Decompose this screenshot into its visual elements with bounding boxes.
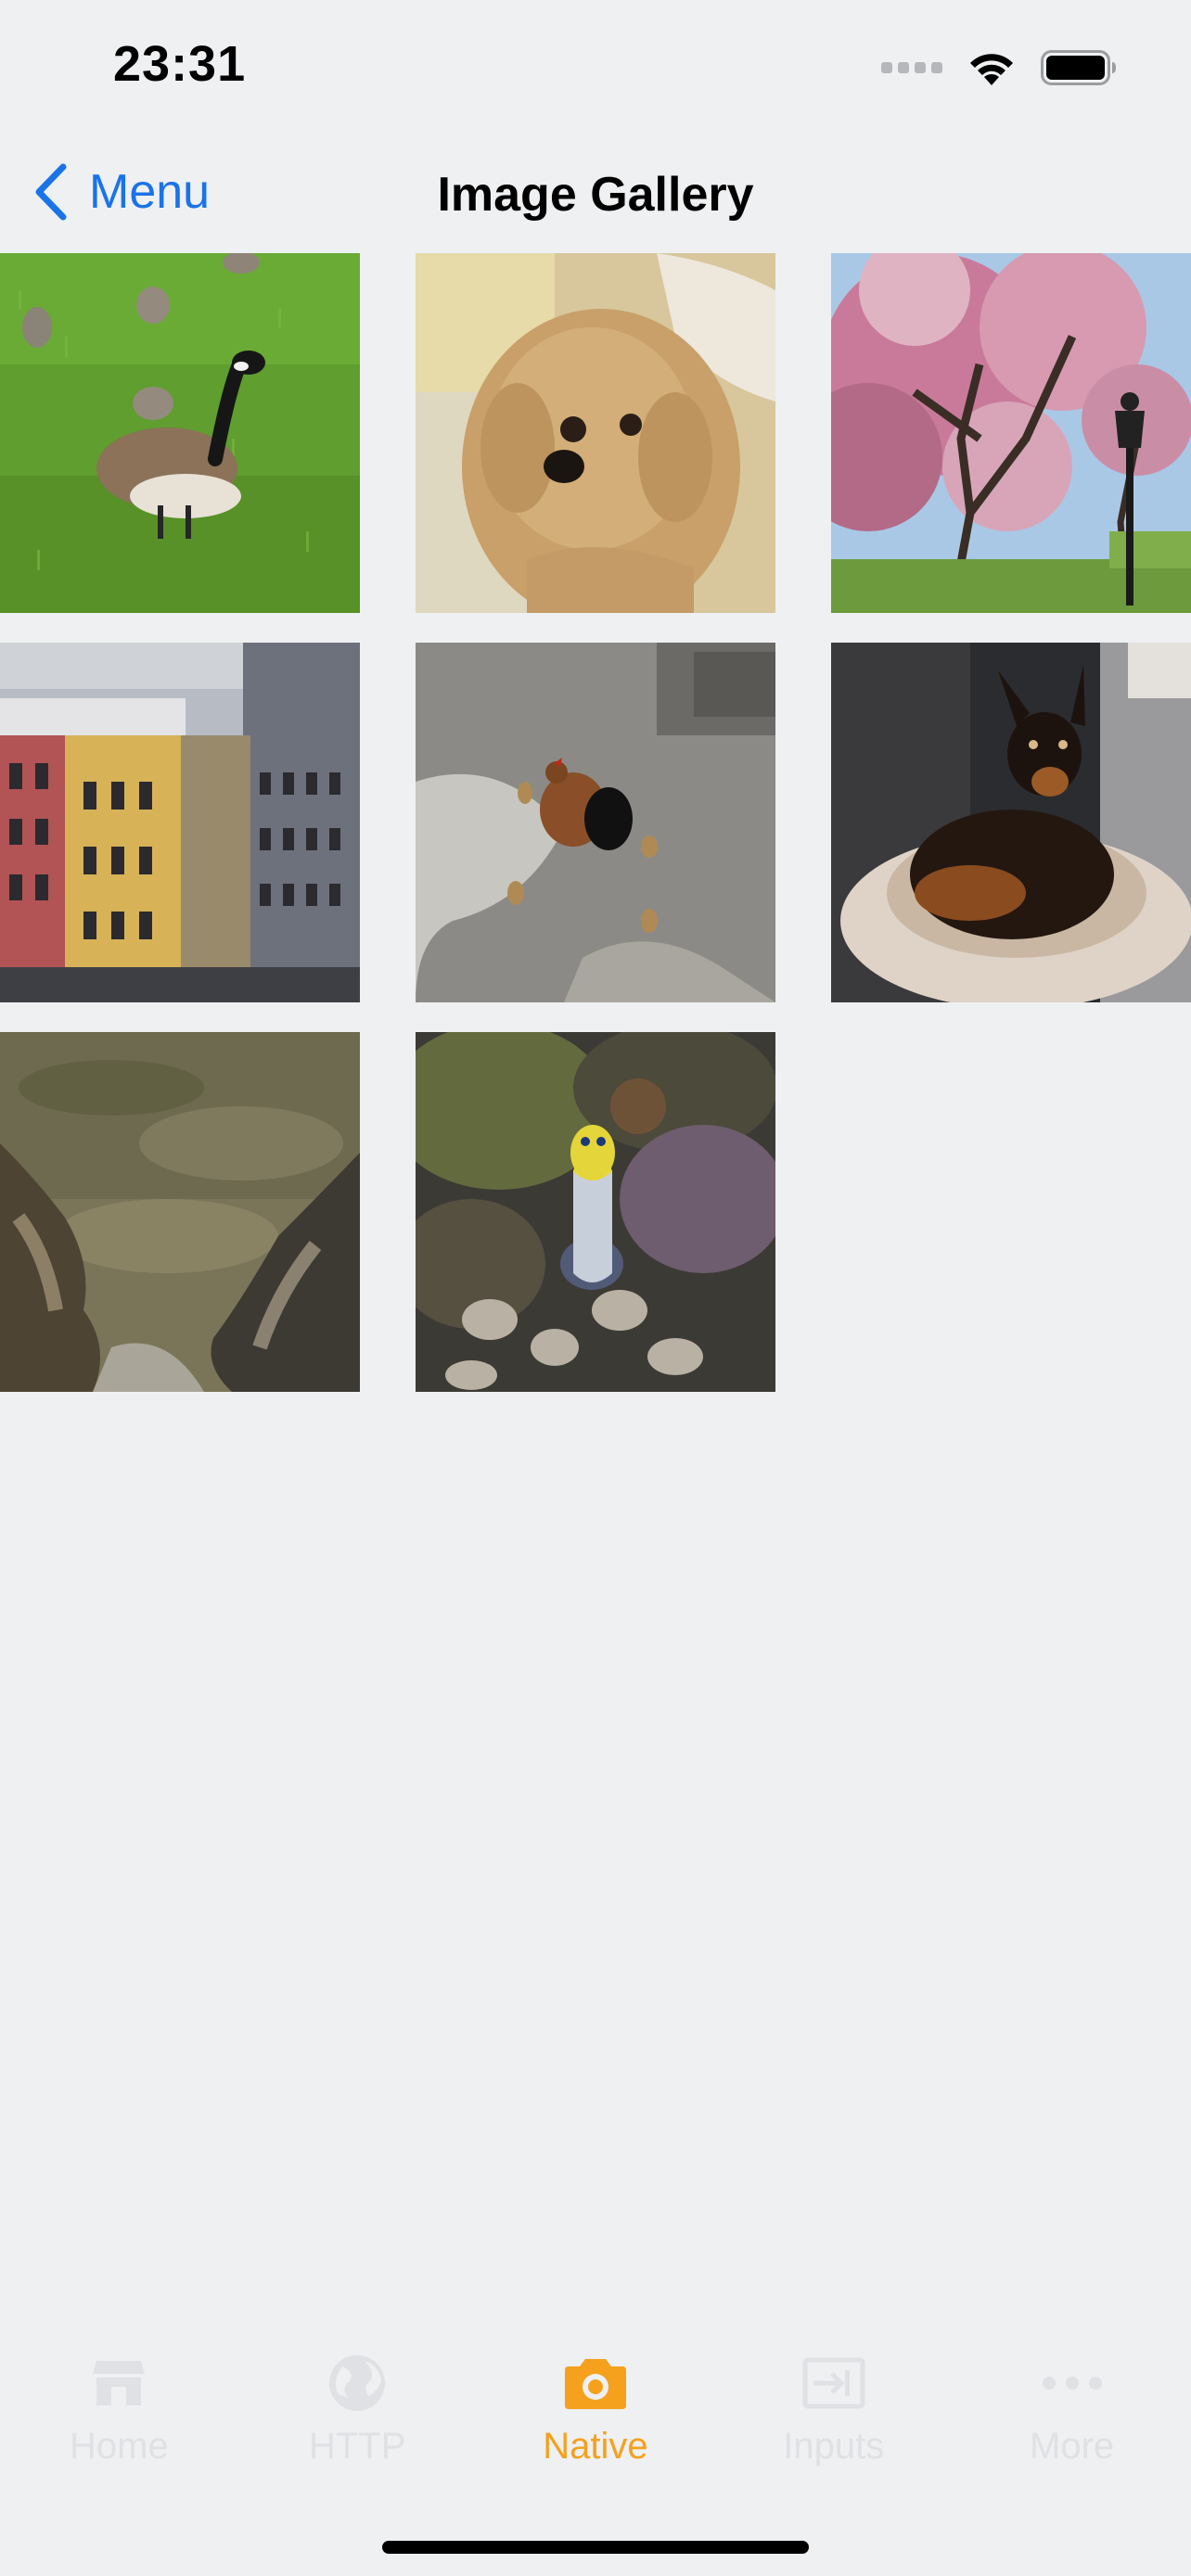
tab-bar: Home HTTP Native — [0, 2346, 1191, 2485]
globe-icon — [320, 2346, 394, 2420]
gallery-image-yellow-fish[interactable] — [416, 1032, 775, 1392]
gallery-image-tide-pool[interactable] — [0, 1032, 360, 1392]
tab-home[interactable]: Home — [0, 2346, 238, 2485]
tab-native-label: Native — [543, 2426, 648, 2467]
gallery-image-city-buildings[interactable] — [0, 643, 360, 1002]
nav-bar: Menu Image Gallery — [0, 148, 1191, 250]
gallery-image-hen-chicks[interactable] — [416, 643, 775, 1002]
tab-more[interactable]: More — [953, 2346, 1191, 2485]
tab-http[interactable]: HTTP — [238, 2346, 477, 2485]
store-icon — [82, 2346, 156, 2420]
back-label: Menu — [89, 165, 211, 219]
tab-inputs-label: Inputs — [783, 2426, 885, 2467]
back-button[interactable]: Menu — [33, 163, 210, 221]
gallery-image-cherry-blossom[interactable] — [831, 253, 1191, 613]
status-time: 23:31 — [113, 36, 247, 92]
gallery-image-fluffy-dog[interactable] — [416, 253, 775, 613]
more-icon — [1035, 2346, 1109, 2420]
chevron-left-icon — [35, 163, 67, 221]
signal-dots-icon — [881, 62, 942, 73]
status-bar: 23:31 — [0, 0, 1191, 139]
page-title: Image Gallery — [437, 168, 754, 222]
wifi-icon — [970, 54, 1013, 85]
tab-more-label: More — [1030, 2426, 1115, 2467]
status-icons — [881, 45, 1117, 91]
battery-icon — [1041, 50, 1116, 85]
tab-native[interactable]: Native — [477, 2346, 715, 2485]
camera-icon — [558, 2346, 633, 2420]
gallery-image-goose[interactable] — [0, 253, 360, 613]
input-icon — [797, 2346, 871, 2420]
tab-home-label: Home — [70, 2426, 169, 2467]
home-indicator[interactable] — [382, 2541, 809, 2554]
tab-inputs[interactable]: Inputs — [714, 2346, 953, 2485]
tab-http-label: HTTP — [308, 2426, 406, 2467]
gallery-image-dog-in-bed[interactable] — [831, 643, 1191, 1002]
